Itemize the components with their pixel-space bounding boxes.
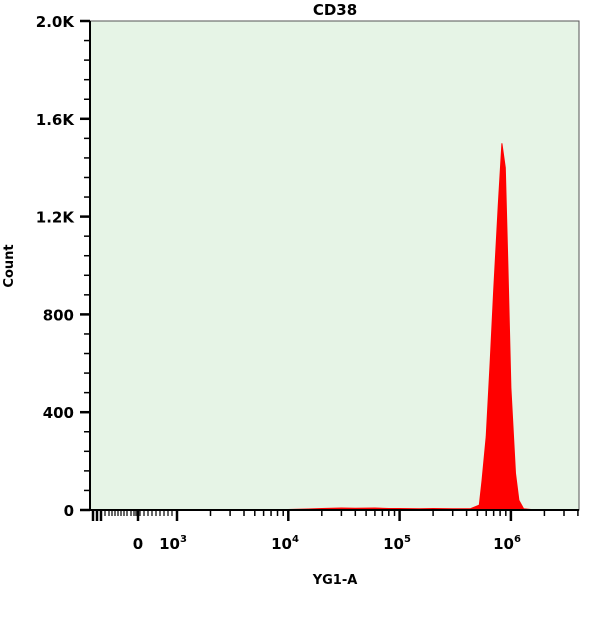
y-tick-label: 400: [43, 404, 74, 422]
y-axis-label: Count: [2, 244, 17, 287]
x-tick-label: 0: [133, 535, 143, 553]
y-tick-label: 0: [64, 502, 74, 520]
x-tick-label: 103: [159, 534, 187, 553]
x-tick-label: 105: [383, 534, 411, 553]
histogram-area: [287, 143, 532, 511]
y-tick-label: 2.0K: [36, 13, 76, 31]
y-tick-label: 1.6K: [36, 111, 76, 129]
y-tick-label: 1.2K: [36, 209, 76, 227]
chart-title: CD38: [313, 1, 357, 19]
x-axis-label: YG1-A: [312, 573, 358, 588]
x-tick-label: 104: [271, 534, 299, 553]
x-tick-label: 106: [493, 534, 521, 553]
y-tick-label: 800: [43, 306, 74, 324]
